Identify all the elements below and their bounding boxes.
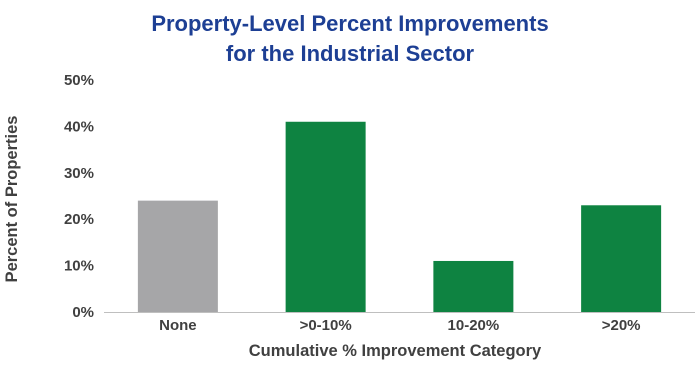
bar-10-20 — [433, 260, 514, 312]
x-axis-title: Cumulative % Improvement Category — [249, 342, 542, 360]
y-tick-label: 0% — [72, 304, 94, 321]
x-axis-ticks: None >0-10% 10-20% >20% — [159, 317, 640, 334]
chart-title-line-2: for the Industrial Sector — [226, 41, 475, 66]
y-axis-title: Percent of Properties — [3, 116, 21, 283]
chart-title-line-1: Property-Level Percent Improvements — [151, 11, 548, 36]
x-tick-label: >20% — [602, 317, 641, 334]
bar-none — [137, 200, 218, 312]
y-tick-label: 30% — [64, 165, 94, 182]
y-tick-label: 10% — [64, 258, 94, 275]
y-tick-label: 20% — [64, 211, 94, 228]
bar-20 — [581, 205, 662, 312]
x-tick-label: None — [159, 317, 197, 334]
y-axis-ticks: 0% 10% 20% 30% 40% 50% — [64, 72, 94, 321]
bar-0-10 — [285, 121, 366, 312]
x-tick-label: 10-20% — [448, 317, 500, 334]
x-tick-label: >0-10% — [300, 317, 352, 334]
bars — [137, 121, 662, 312]
y-tick-label: 50% — [64, 72, 94, 89]
y-tick-label: 40% — [64, 118, 94, 135]
